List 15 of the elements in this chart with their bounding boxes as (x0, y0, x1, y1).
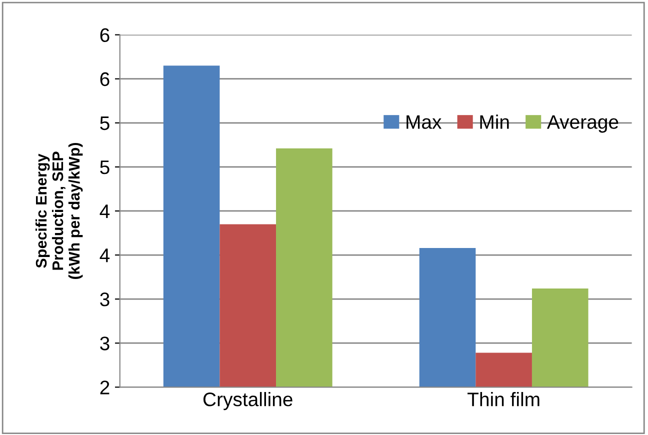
x-tick-label: Thin film (468, 392, 540, 406)
y-tick-label: 3 (100, 336, 110, 350)
y-tick-label: 3 (100, 292, 110, 306)
y-tick-label: 2 (100, 380, 110, 394)
legend-label: Min (480, 114, 509, 129)
y-tick-label: 5 (100, 160, 110, 174)
y-tick-label: 6 (100, 72, 110, 86)
y-tick-label: 6 (100, 28, 110, 42)
legend-label: Average (546, 115, 618, 133)
y-tick-label: 4 (100, 204, 110, 218)
legend-label: Max (406, 115, 442, 129)
y-axis-title: Specific Energy Production, SEP (kWh per day/kWp) (35, 142, 83, 279)
y-tick-label: 4 (100, 248, 110, 262)
y-tick-label: 5 (100, 116, 110, 130)
x-tick-label: Crystalline (203, 392, 292, 410)
